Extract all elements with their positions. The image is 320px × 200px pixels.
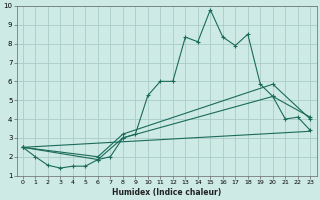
X-axis label: Humidex (Indice chaleur): Humidex (Indice chaleur) — [112, 188, 221, 197]
